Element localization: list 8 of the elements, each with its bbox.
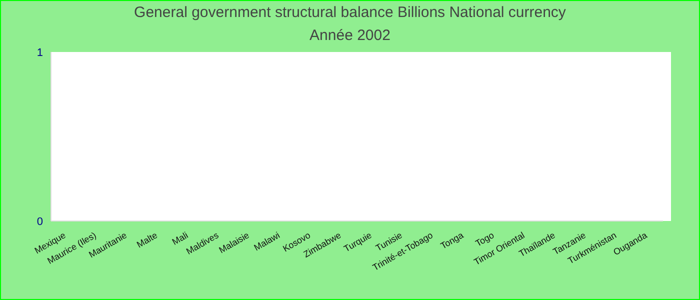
x-tick-label: Malte (135, 230, 160, 250)
y-tick-label: 1 (36, 46, 43, 59)
chart-title: General government structural balance Billions National currency (133, 4, 567, 21)
x-tick-label: Tonga (438, 230, 466, 251)
chart-subtitle: Année 2002 (308, 27, 392, 44)
x-tick-label: Mali (170, 230, 190, 247)
x-tick-label: Togo (474, 230, 496, 248)
y-tick-label: 0 (36, 216, 43, 228)
